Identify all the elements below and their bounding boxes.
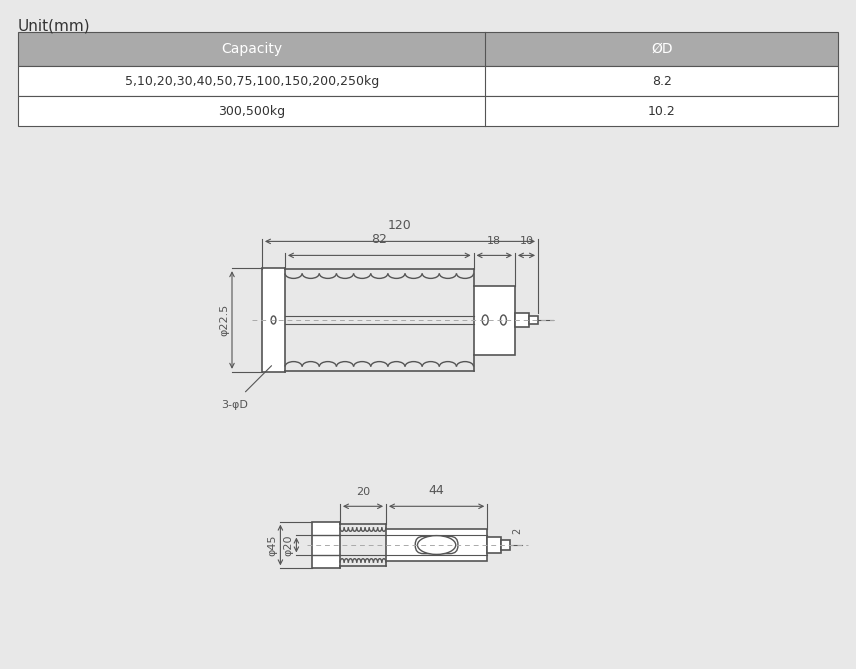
Text: 20: 20 <box>356 487 370 497</box>
Polygon shape <box>18 32 838 66</box>
Bar <box>529 316 538 324</box>
Text: 300,500kg: 300,500kg <box>218 104 285 118</box>
Bar <box>312 522 340 568</box>
Polygon shape <box>18 96 838 126</box>
Text: 8.2: 8.2 <box>651 74 672 88</box>
Text: Unit(mm): Unit(mm) <box>18 18 91 33</box>
Text: 5,10,20,30,40,50,75,100,150,200,250kg: 5,10,20,30,40,50,75,100,150,200,250kg <box>125 74 379 88</box>
Text: 120: 120 <box>388 219 412 232</box>
FancyBboxPatch shape <box>415 537 458 554</box>
Text: 10.2: 10.2 <box>648 104 675 118</box>
Bar <box>386 529 487 561</box>
Bar <box>473 286 515 355</box>
Text: Capacity: Capacity <box>221 42 282 56</box>
Ellipse shape <box>271 316 276 324</box>
Text: 18: 18 <box>487 236 502 246</box>
Text: 3-φD: 3-φD <box>222 400 248 409</box>
Bar <box>501 540 510 550</box>
Text: φ20: φ20 <box>283 535 294 556</box>
Text: 82: 82 <box>372 233 387 246</box>
Text: φ22.5: φ22.5 <box>219 304 229 336</box>
Text: 2: 2 <box>512 528 522 534</box>
Text: 10: 10 <box>520 236 533 246</box>
Ellipse shape <box>418 536 455 555</box>
Bar <box>487 537 501 553</box>
Bar <box>262 268 285 372</box>
Ellipse shape <box>501 315 507 325</box>
Ellipse shape <box>482 315 488 325</box>
Text: φ45: φ45 <box>267 535 277 556</box>
Polygon shape <box>18 66 838 96</box>
Bar <box>515 313 529 327</box>
Text: 44: 44 <box>429 484 444 497</box>
Text: ØD: ØD <box>651 42 673 56</box>
